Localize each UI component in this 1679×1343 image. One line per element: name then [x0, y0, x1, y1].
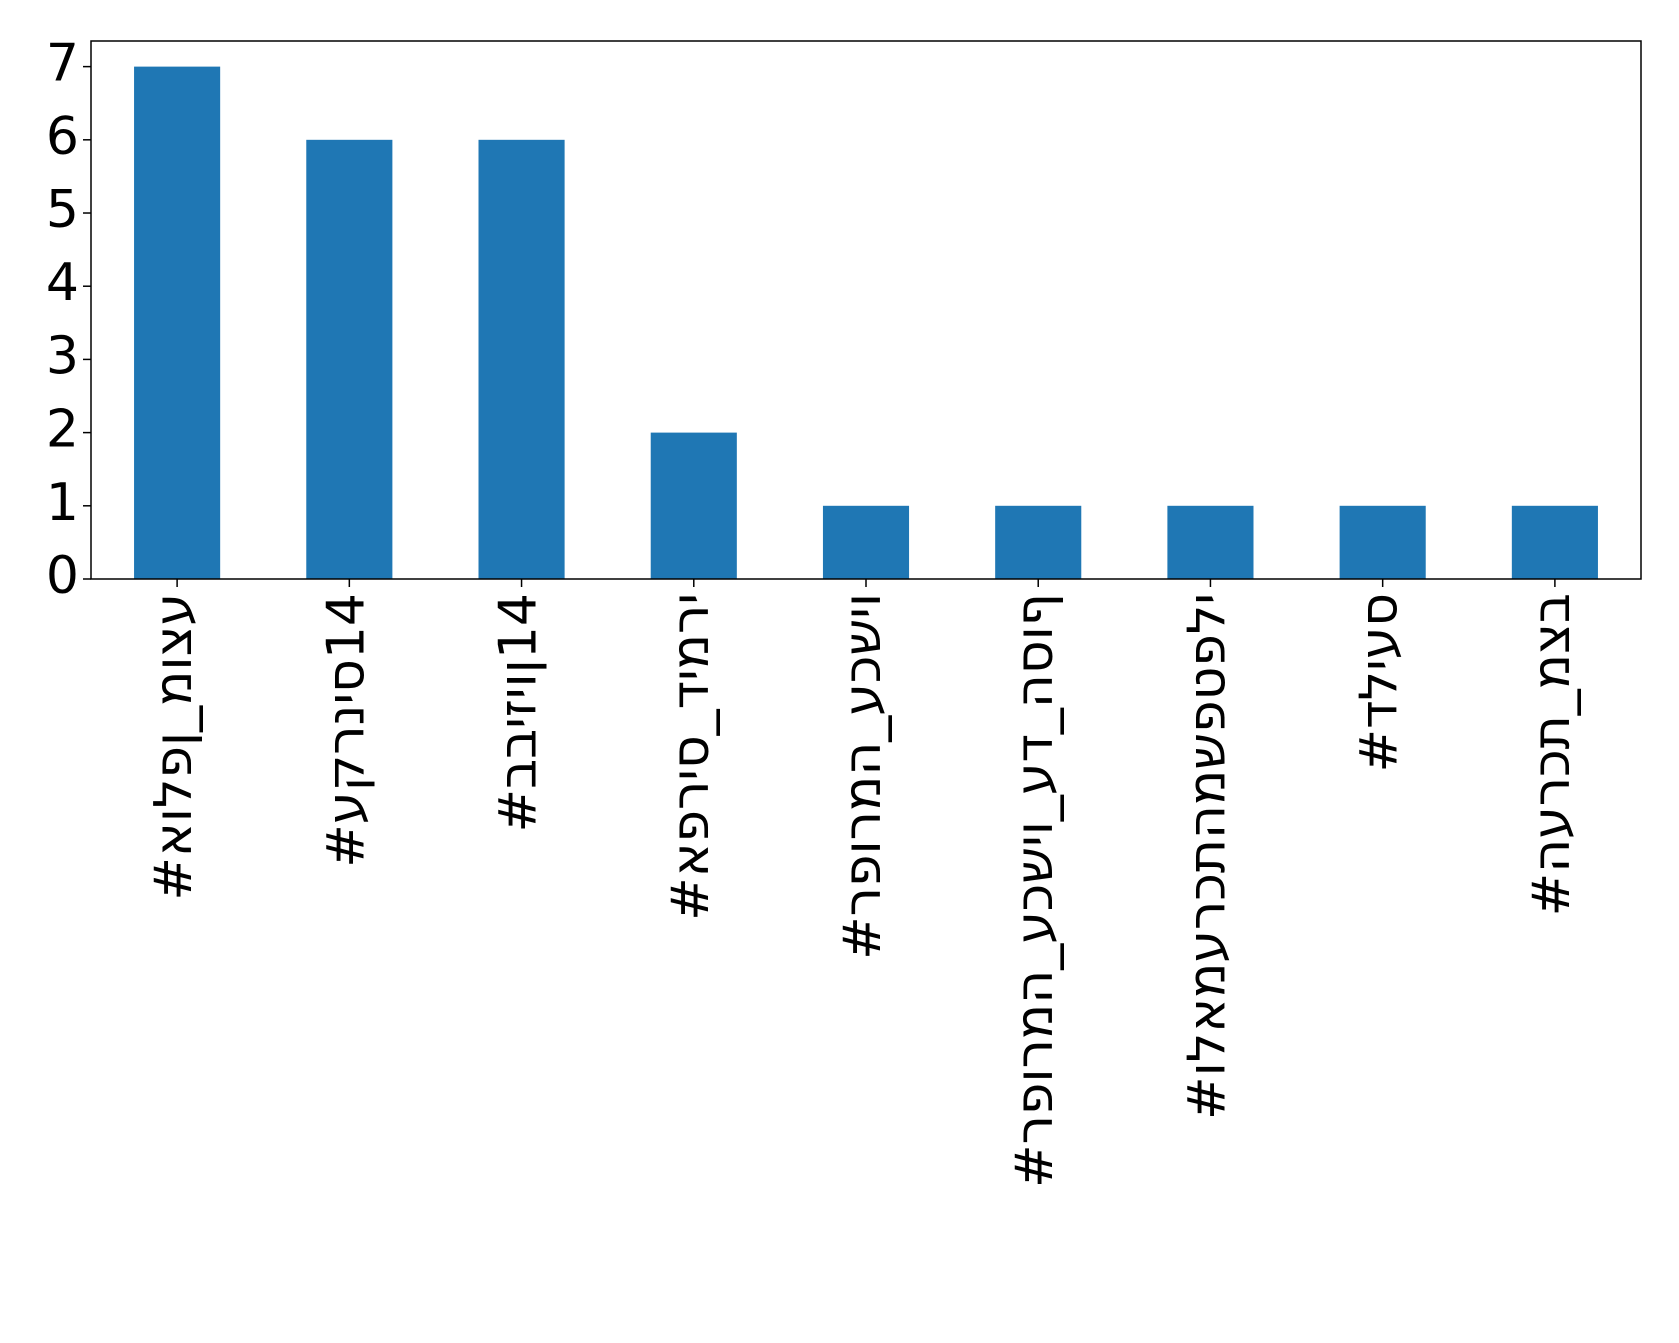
- x-tick-label: #בביזיון14: [489, 593, 549, 832]
- y-tick-label: 7: [46, 34, 79, 94]
- x-tick-label: #רפורמה_עכשיו: [833, 593, 893, 960]
- x-tick-label: #אפריס_דימרי: [661, 593, 721, 921]
- bar: [822, 505, 910, 579]
- bar: [478, 139, 565, 579]
- y-tick-label: 0: [46, 546, 79, 606]
- x-tick-label: #הערכת_מצב: [1522, 593, 1582, 916]
- y-tick-label: 3: [46, 326, 79, 386]
- x-tick-label: #ולאמערכתהמשפטפלי: [1177, 593, 1237, 1120]
- bar: [134, 66, 221, 580]
- bar: [1511, 505, 1598, 579]
- x-tick-label: #דליעס: [1350, 593, 1410, 772]
- y-tick-label: 1: [46, 473, 79, 533]
- y-tick-label: 4: [46, 253, 79, 313]
- x-tick-label: #רפורמה_עכשיו_עד_הסוף: [1005, 593, 1065, 1188]
- bar: [650, 432, 737, 579]
- bar: [1339, 505, 1426, 579]
- bar: [995, 505, 1082, 579]
- x-tick-label: #עקרניס14: [316, 593, 376, 868]
- y-tick-label: 6: [46, 107, 79, 167]
- bar: [1167, 505, 1254, 579]
- y-tick-label: 5: [46, 180, 79, 240]
- y-tick-label: 2: [46, 400, 79, 460]
- bar: [306, 139, 393, 579]
- plot-frame: [90, 40, 1642, 580]
- x-tick-label: #אולפן_מוצע: [144, 593, 204, 901]
